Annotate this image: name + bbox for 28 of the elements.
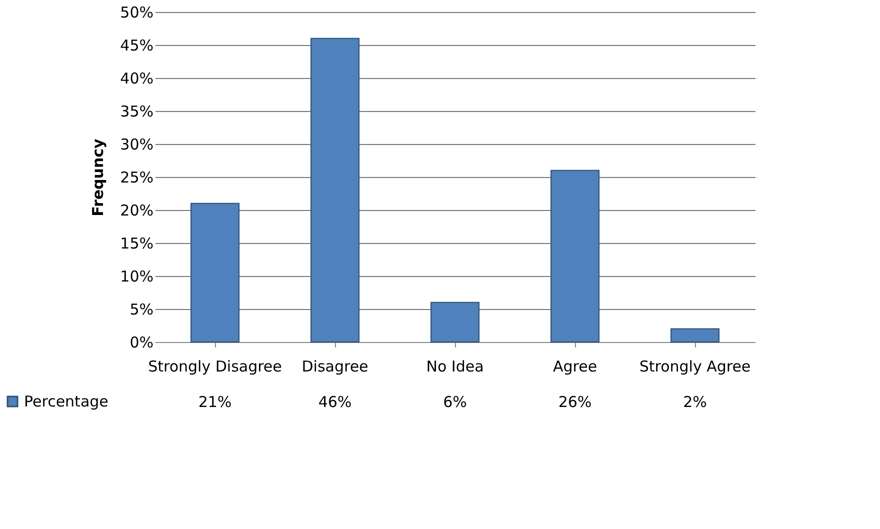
text: 2% [683, 393, 707, 411]
text: 26% [558, 393, 592, 411]
legend-label: Percentage [24, 392, 108, 410]
y-tick-label: 35% [120, 102, 154, 120]
y-tick-label: 20% [120, 202, 154, 220]
bar [310, 38, 360, 342]
x-tick-label: Agree [552, 358, 598, 376]
text: 21% [198, 393, 232, 411]
y-tick-label: 25% [120, 168, 154, 186]
bar [670, 328, 720, 342]
y-tick-label: 50% [120, 4, 154, 22]
x-tick-label: No Idea [426, 358, 484, 376]
y-tick-label: 30% [120, 136, 154, 154]
text: 46% [318, 393, 352, 411]
y-tick-label: 10% [120, 268, 154, 286]
y-axis-title: Frequncy [89, 138, 108, 216]
y-tick-label: 15% [120, 234, 154, 252]
bar [190, 202, 240, 342]
x-tick-label: Strongly Agree [639, 358, 751, 376]
bar [430, 302, 480, 342]
y-tick-label: 0% [130, 334, 154, 352]
x-tick-label: Strongly Disagree [148, 358, 282, 376]
y-tick-label: 5% [130, 300, 154, 318]
x-tick-label: Disagree [302, 358, 368, 376]
y-tick-label: 40% [120, 70, 154, 88]
y-tick-label: 45% [120, 36, 154, 54]
text: 6% [443, 393, 467, 411]
bar [550, 170, 600, 342]
